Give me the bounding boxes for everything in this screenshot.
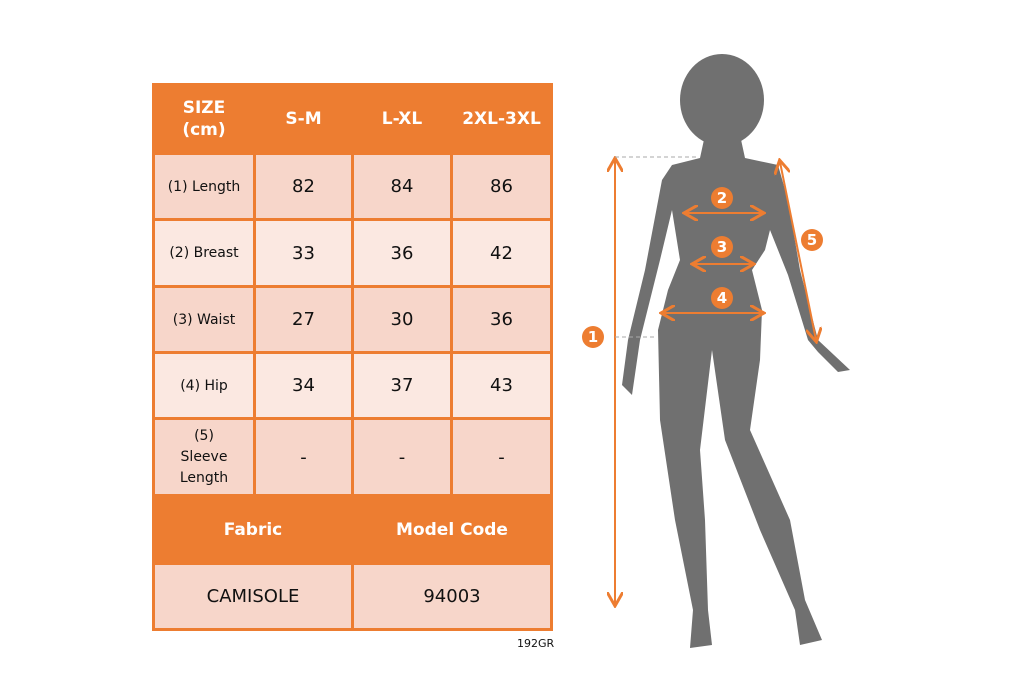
- cell: -: [450, 417, 553, 497]
- cell: 36: [450, 285, 553, 354]
- fabric-value: CAMISOLE: [152, 562, 354, 631]
- marker-3: [711, 236, 733, 258]
- header-l-xl: L-XL: [351, 83, 453, 155]
- marker-3-label: 3: [717, 238, 727, 256]
- row-label: (5) Sleeve Length: [152, 417, 256, 497]
- header-s-m: S-M: [253, 83, 354, 155]
- table-row: (5) Sleeve Length - - -: [152, 417, 553, 497]
- sleeve-arrow: [780, 162, 816, 340]
- cell: 86: [450, 152, 553, 221]
- row-label: (4) Hip: [152, 351, 256, 420]
- size-table: SIZE (cm) S-M L-XL 2XL-3XL (1) Length 82…: [152, 83, 553, 631]
- row-label: (3) Waist: [152, 285, 256, 354]
- cell: 30: [351, 285, 453, 354]
- model-code-value: 94003: [351, 562, 553, 631]
- cell: 43: [450, 351, 553, 420]
- cell: 27: [253, 285, 354, 354]
- cell: 42: [450, 218, 553, 288]
- cell: -: [351, 417, 453, 497]
- marker-4: [711, 287, 733, 309]
- marker-1-label: 1: [588, 328, 598, 346]
- marker-1: [582, 326, 604, 348]
- marker-2: [711, 187, 733, 209]
- marker-5-label: 5: [807, 231, 817, 249]
- cell: 36: [351, 218, 453, 288]
- row-label: (2) Breast: [152, 218, 256, 288]
- row-label: (1) Length: [152, 152, 256, 221]
- header-fabric: Fabric: [152, 494, 354, 565]
- marker-4-label: 4: [717, 289, 727, 307]
- table-row: (3) Waist 27 30 36: [152, 285, 553, 354]
- marker-5: [801, 229, 823, 251]
- table-row: (4) Hip 34 37 43: [152, 351, 553, 420]
- cell: 33: [253, 218, 354, 288]
- header-model-code: Model Code: [351, 494, 553, 565]
- cell: 34: [253, 351, 354, 420]
- product-code: 192GR: [517, 637, 555, 650]
- silhouette: [622, 54, 850, 648]
- cell: 37: [351, 351, 453, 420]
- table-row: (1) Length 82 84 86: [152, 152, 553, 221]
- cell: -: [253, 417, 354, 497]
- table-row: (2) Breast 33 36 42: [152, 218, 553, 288]
- header-size: SIZE (cm): [152, 83, 256, 155]
- cell: 84: [351, 152, 453, 221]
- marker-2-label: 2: [717, 189, 727, 207]
- cell: 82: [253, 152, 354, 221]
- header-2xl-3xl: 2XL-3XL: [450, 83, 553, 155]
